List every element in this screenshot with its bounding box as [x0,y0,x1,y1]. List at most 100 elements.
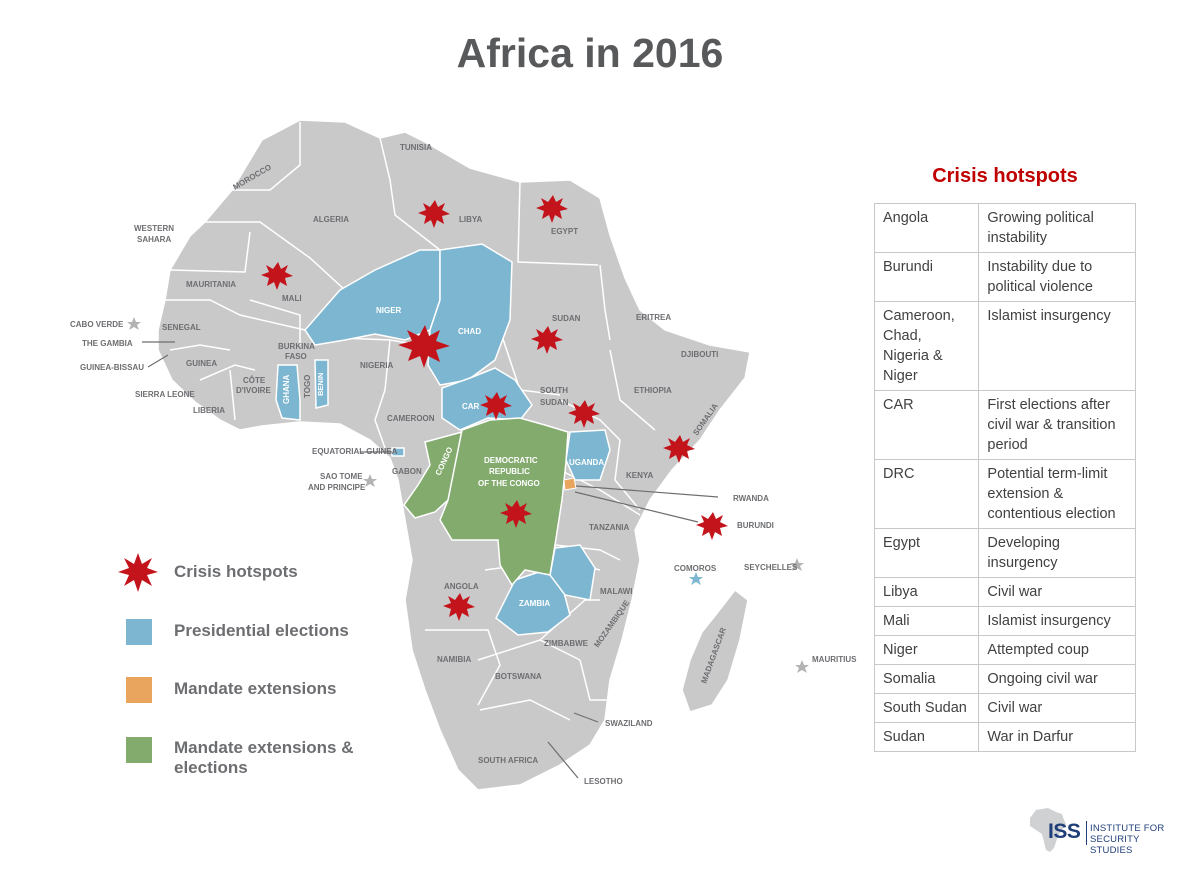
crisis-star-drc [500,500,532,528]
label-drc-3: OF THE CONGO [478,479,540,488]
table-cell-country: Burundi [873,252,980,302]
cabo-verde-star [127,317,141,330]
label-algeria: ALGERIA [313,215,349,224]
label-uganda: UGANDA [569,458,604,467]
label-liberia: LIBERIA [193,406,225,415]
logo-divider [1086,821,1087,845]
label-seychelles: SEYCHELLES [744,563,798,572]
mandate-extensions-elections-countries [403,417,569,587]
table-cell-issue: Instability due to political violence [978,252,1136,302]
iss-logo-line2: SECURITY STUDIES [1090,834,1140,856]
label-gabon: GABON [392,467,422,476]
table-cell-country: Somalia [873,664,980,694]
label-chad: CHAD [458,327,481,336]
label-niger: NIGER [376,306,402,315]
crisis-table-body: Angola Growing political instability Burun… [873,203,1136,752]
rwanda-shape [563,477,577,491]
table-cell-country: Egypt [873,528,980,578]
table-row: Sudan War in Darfur [873,722,1136,752]
label-mauritius: MAURITIUS [812,655,857,664]
label-cote-2: D'IVOIRE [236,386,271,395]
label-tunisia: TUNISIA [400,143,432,152]
table-row: Angola Growing political instability [873,203,1136,253]
leader-lines [142,341,719,779]
label-libya: LIBYA [459,215,482,224]
label-car: CAR [462,402,480,411]
mandate-swatch [126,677,152,703]
mauritius-star [795,660,809,673]
label-drc-1: DEMOCRATIC [484,456,538,465]
crisis-star-sudan [531,326,563,354]
legend-crisis: Crisis hotspots [118,552,418,592]
presidential-elections-countries [275,243,611,636]
table-cell-country: Cameroon, Chad, Nigeria & Niger [873,301,980,391]
table-row: Egypt Developing insurgency [873,528,1136,578]
iss-logo-line1: INSTITUTE FOR [1090,823,1165,834]
table-cell-issue: First elections after civil war & transi… [978,390,1136,460]
table-cell-country: Libya [873,577,980,607]
label-botswana: BOTSWANA [495,672,542,681]
label-benin: BENIN [316,373,325,396]
label-togo: TOGO [303,375,312,398]
table-cell-issue: Growing political instability [978,203,1136,253]
madagascar-shape [681,588,749,713]
iss-logo-mark: ISS [1048,820,1081,843]
label-senegal: SENEGAL [162,323,201,332]
ghana-shape [275,364,301,421]
label-ghana: GHANA [282,374,291,404]
label-equatorial-guinea: EQUATORIAL GUINEA [312,447,398,456]
crisis-star-angola [443,593,475,621]
label-cabo-verde: CABO VERDE [70,320,124,329]
label-burundi: BURUNDI [737,521,774,530]
label-burkina-2: FASO [285,352,307,361]
label-western-sahara-1: WESTERN [134,224,174,233]
label-guinea: GUINEA [186,359,217,368]
table-cell-country: DRC [873,459,980,529]
table-cell-issue: Developing insurgency [978,528,1136,578]
label-rwanda: RWANDA [733,494,769,503]
label-south-sudan-2: SUDAN [540,398,569,407]
crisis-star-egypt [536,195,568,223]
crisis-star-mali [261,262,293,290]
table-row: DRC Potential term-limit extension & cont… [873,459,1136,529]
table-cell-country: South Sudan [873,693,980,723]
label-angola: ANGOLA [444,582,479,591]
drc-shape [439,417,569,587]
label-cote-1: CÔTE [243,376,266,385]
table-row: South Sudan Civil war [873,693,1136,723]
table-cell-country: CAR [873,390,980,460]
table-cell-issue: Attempted coup [978,635,1136,665]
table-cell-country: Sudan [873,722,980,752]
label-guinea-bissau: GUINEA-BISSAU [80,363,144,372]
table-title: Crisis hotspots [932,165,1078,187]
label-kenya: KENYA [626,471,653,480]
iss-logo-text: INSTITUTE FOR SECURITY STUDIES [1090,823,1178,856]
label-western-sahara-2: SAHARA [137,235,171,244]
label-egypt: EGYPT [551,227,578,236]
label-swaziland: SWAZILAND [605,719,653,728]
mandate-elections-swatch [126,737,152,763]
table-row: CAR First elections after civil war & tra… [873,390,1136,460]
crisis-star-icon [118,553,158,592]
mandate-extensions-countries [563,477,577,491]
legend-presidential-label: Presidential elections [174,621,349,640]
africa-silhouette-icon [1030,808,1066,852]
label-south-africa: SOUTH AFRICA [478,756,538,765]
table-row: Libya Civil war [873,577,1136,607]
benin-shape [314,359,329,409]
legend-mandate-elections: Mandate extensions & elections [118,734,418,784]
label-sudan: SUDAN [552,314,581,323]
table-cell-issue: Civil war [978,577,1136,607]
label-the-gambia: THE GAMBIA [82,339,133,348]
label-comoros: COMOROS [674,564,717,573]
label-djibouti: DJIBOUTI [681,350,718,359]
crisis-star-south-sudan [568,400,600,428]
legend-crisis-label: Crisis hotspots [174,562,298,581]
label-south-sudan-1: SOUTH [540,386,568,395]
crisis-star-somalia [663,435,695,463]
label-sao-tome-1: SAO TOME [320,472,363,481]
table-cell-issue: War in Darfur [978,722,1136,752]
label-eritrea: ERITREA [636,313,671,322]
label-mali: MALI [282,294,302,303]
